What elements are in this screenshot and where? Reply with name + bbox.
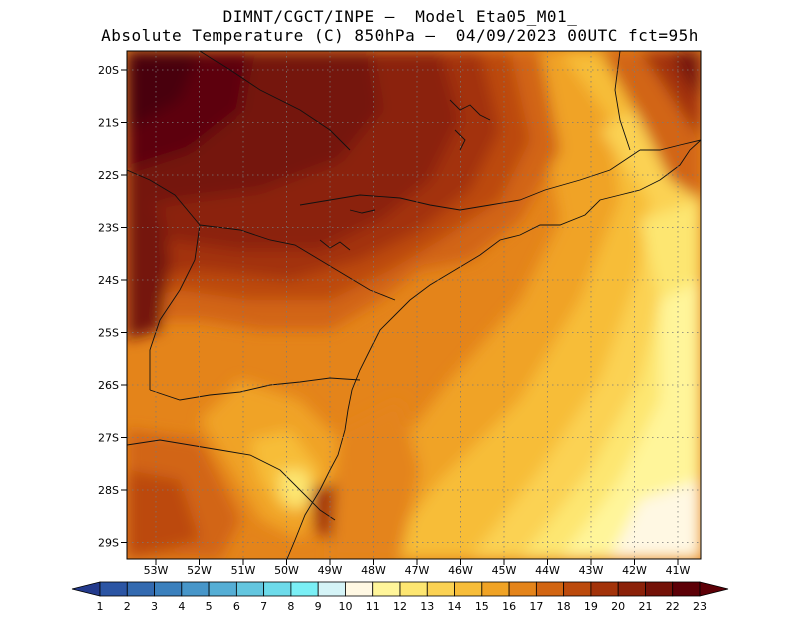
lon-tick-label: 41W — [666, 564, 691, 577]
colorbar-segment — [263, 581, 292, 597]
colorbar-segment — [345, 581, 374, 597]
colorbar-label: 22 — [666, 600, 680, 613]
colorbar-label: 19 — [584, 600, 598, 613]
latitude-axis: 20S 21S 22S 23S 24S 25S 26S 27S 28S 29S — [98, 64, 127, 550]
plot-title-line-2: Absolute Temperature (C) 850hPa – 04/09/… — [101, 26, 699, 45]
lon-tick-label: 52W — [187, 564, 212, 577]
colorbar-segment — [563, 581, 592, 597]
lat-tick-label: 22S — [98, 169, 119, 182]
colorbar-label: 11 — [366, 600, 380, 613]
lat-tick-label: 23S — [98, 222, 119, 235]
grid-lines — [127, 51, 701, 559]
colorbar-segment — [317, 581, 346, 597]
colorbar-segment — [154, 581, 183, 597]
colorbar-segment — [426, 581, 455, 597]
colorbar-label: 17 — [529, 600, 543, 613]
colorbar-label: 7 — [260, 600, 267, 613]
colorbar-label: 14 — [448, 600, 462, 613]
lat-tick-label: 27S — [98, 432, 119, 445]
colorbar-label: 21 — [638, 600, 652, 613]
colorbar-segment — [454, 581, 483, 597]
colorbar-segment — [617, 581, 646, 597]
colorbar-arrow-left — [71, 581, 101, 597]
colorbar-segment — [399, 581, 428, 597]
colorbar-segment — [99, 581, 128, 597]
colorbar-label: 6 — [233, 600, 240, 613]
lon-tick-label: 43W — [579, 564, 604, 577]
colorbar-segment — [535, 581, 565, 597]
colorbar-label: 18 — [557, 600, 571, 613]
lon-tick-label: 50W — [274, 564, 299, 577]
colorbar-label: 9 — [315, 600, 322, 613]
colorbar: 1 2 3 4 5 6 7 8 9 10 11 12 13 14 15 16 17 18 19 20 21 22 23 — [71, 581, 729, 613]
temperature-field — [127, 51, 701, 559]
colorbar-label: 10 — [338, 600, 352, 613]
colorbar-label: 5 — [206, 600, 213, 613]
lat-tick-label: 26S — [98, 379, 119, 392]
longitude-axis: 53W 52W 51W 50W 49W 48W 47W 46W 45W 44W 43W 42W 41W — [144, 559, 691, 577]
lon-tick-label: 46W — [448, 564, 473, 577]
colorbar-label: 20 — [611, 600, 625, 613]
colorbar-label: 23 — [693, 600, 707, 613]
plot-title-line-1: DIMNT/CGCT/INPE – Model Eta05_M01_ — [222, 7, 578, 26]
colorbar-segment — [672, 581, 701, 597]
colorbar-label: 15 — [475, 600, 489, 613]
lat-tick-label: 28S — [98, 484, 119, 497]
lon-tick-label: 48W — [361, 564, 386, 577]
lat-tick-label: 29S — [98, 537, 119, 550]
colorbar-label: 13 — [420, 600, 434, 613]
lon-tick-label: 53W — [144, 564, 169, 577]
lon-tick-label: 51W — [231, 564, 256, 577]
lat-tick-label: 20S — [98, 64, 119, 77]
colorbar-segment — [290, 581, 319, 597]
lat-tick-label: 24S — [98, 274, 119, 287]
colorbar-label: 16 — [502, 600, 516, 613]
lon-tick-label: 42W — [622, 564, 647, 577]
colorbar-label: 3 — [151, 600, 158, 613]
colorbar-label: 2 — [124, 600, 131, 613]
colorbar-segment — [235, 581, 265, 597]
colorbar-segment — [126, 581, 155, 597]
colorbar-label: 12 — [393, 600, 407, 613]
lat-tick-label: 21S — [98, 117, 119, 130]
lon-tick-label: 45W — [492, 564, 517, 577]
lon-tick-label: 44W — [535, 564, 560, 577]
map-frame — [126, 50, 702, 560]
colorbar-segment — [208, 581, 237, 597]
colorbar-segment — [372, 581, 401, 597]
lon-tick-label: 49W — [318, 564, 343, 577]
colorbar-segment — [481, 581, 510, 597]
colorbar-segment — [508, 581, 537, 597]
colorbar-segment — [590, 581, 619, 597]
colorbar-label: 8 — [287, 600, 294, 613]
lon-tick-label: 47W — [405, 564, 430, 577]
colorbar-label: 1 — [97, 600, 104, 613]
boundaries — [127, 51, 701, 559]
lat-tick-label: 25S — [98, 327, 119, 340]
colorbar-segment — [181, 581, 210, 597]
colorbar-arrow-right — [699, 581, 729, 597]
colorbar-segment — [645, 581, 674, 597]
colorbar-label: 4 — [178, 600, 185, 613]
